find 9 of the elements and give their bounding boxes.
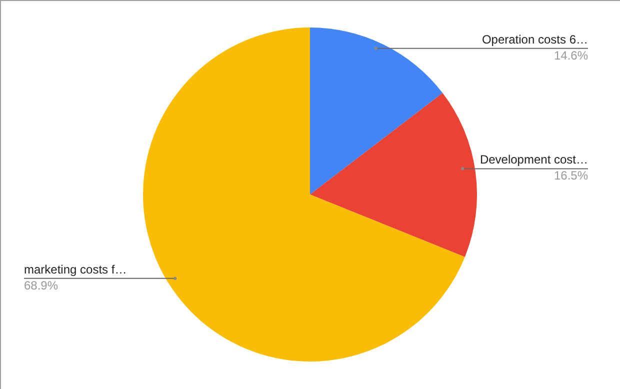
- pie-slice: [310, 28, 443, 194]
- data-label: 14.6%: [554, 48, 588, 62]
- slice-label: marketing costs f…: [24, 262, 127, 276]
- data-label: 68.9%: [24, 278, 58, 292]
- data-label: 16.5%: [554, 168, 588, 183]
- slice-label: Development cost…: [480, 152, 588, 167]
- pie-slice: [310, 92, 477, 257]
- pie-slice: [143, 28, 465, 362]
- slice-label: Operation costs 6…: [482, 32, 588, 46]
